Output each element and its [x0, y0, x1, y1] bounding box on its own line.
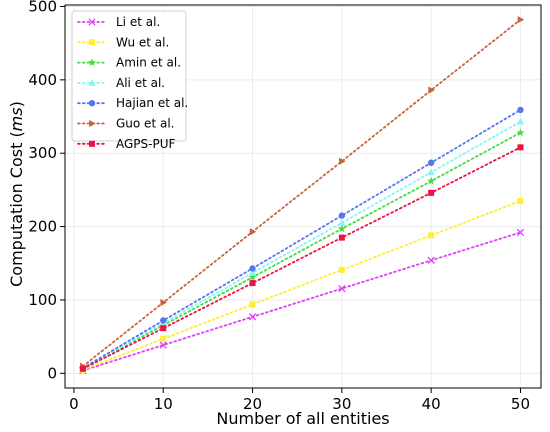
data-point	[249, 301, 256, 308]
y-tick-label: 200	[28, 218, 57, 236]
legend-entry-3: Ali et al.	[77, 76, 165, 90]
x-tick-label: 40	[422, 395, 441, 413]
data-point	[337, 224, 346, 233]
plot-frame	[64, 4, 542, 389]
legend-marker	[89, 39, 95, 46]
series-line	[81, 18, 522, 368]
series-0	[79, 228, 525, 375]
x-tick-label: 10	[154, 395, 173, 413]
y-axis-label-suffix: )	[7, 101, 26, 107]
legend-entry-0: Li et al.	[77, 15, 160, 29]
y-tick-label: 400	[28, 71, 57, 89]
x-tick-label: 50	[511, 395, 530, 413]
y-tick-label: 100	[28, 291, 57, 309]
legend-marker	[88, 79, 96, 86]
series-3	[79, 117, 525, 372]
legend-entry-4: Hajian et al.	[77, 96, 188, 110]
data-point	[427, 159, 435, 166]
series-line	[81, 231, 522, 372]
data-point	[249, 228, 257, 236]
data-point	[160, 325, 167, 332]
legend-marker	[88, 18, 96, 26]
series-6	[79, 144, 524, 372]
y-tick-label: 0	[47, 364, 57, 382]
data-point	[517, 197, 524, 204]
legend-label: Ali et al.	[116, 76, 165, 90]
y-axis-label-unit: ms	[7, 107, 26, 131]
data-point	[248, 273, 257, 281]
series-2	[78, 128, 525, 372]
x-axis-label: Number of all entities	[216, 409, 389, 428]
legend-marker	[89, 119, 96, 128]
data-point	[338, 284, 346, 293]
data-point	[428, 189, 435, 196]
legend-entry-5: Guo et al.	[77, 117, 174, 131]
data-point	[339, 157, 346, 165]
legend-label: Wu et al.	[116, 35, 169, 49]
data-point	[338, 266, 345, 273]
legend-entry-6: AGPS-PUF	[77, 137, 176, 151]
data-point	[427, 168, 435, 176]
x-tick-label: 20	[243, 395, 262, 413]
data-point	[79, 365, 86, 372]
data-point	[427, 256, 435, 264]
data-point	[428, 232, 435, 239]
legend-label: Guo et al.	[116, 117, 174, 131]
data-point	[160, 335, 167, 342]
legend-box	[71, 10, 187, 142]
data-point	[517, 144, 524, 151]
data-point	[249, 265, 256, 272]
data-point	[516, 128, 525, 137]
legend-entry-1: Wu et al.	[77, 35, 169, 49]
legend-label: AGPS-PUF	[116, 137, 176, 151]
legend-marker	[88, 100, 96, 107]
series-line	[81, 120, 522, 370]
data-point	[516, 228, 525, 237]
series-line	[81, 131, 522, 370]
x-tick-label: 0	[69, 395, 79, 413]
data-point	[338, 212, 346, 219]
data-point	[427, 176, 436, 185]
data-point	[248, 269, 257, 276]
data-point	[160, 317, 167, 324]
data-point	[159, 341, 167, 349]
data-point	[160, 298, 168, 307]
y-axis-label-prefix: Computation Cost (	[7, 131, 26, 287]
series-line	[81, 200, 522, 371]
legend-label: Amin et al.	[116, 56, 181, 70]
data-point	[338, 234, 345, 241]
data-point	[249, 280, 256, 287]
data-point	[428, 86, 435, 94]
y-tick-label: 500	[28, 0, 57, 15]
series-line	[81, 109, 522, 369]
x-tick-label: 30	[332, 395, 351, 413]
legend-label: Hajian et al.	[116, 96, 188, 110]
y-tick-label: 300	[28, 144, 57, 162]
data-point	[517, 16, 525, 24]
legend-marker	[88, 58, 96, 66]
data-point	[248, 313, 257, 321]
legend-marker	[89, 140, 95, 147]
data-point	[338, 219, 346, 226]
series-line	[81, 146, 522, 370]
data-point	[516, 117, 525, 125]
data-point	[517, 106, 524, 114]
legend-entry-2: Amin et al.	[77, 56, 181, 70]
series-1	[79, 197, 524, 373]
y-axis-label: Computation Cost (ms)	[7, 101, 26, 287]
series-layer	[78, 16, 525, 375]
legend: Li et al. Wu et al. Amin et al. Ali et al. H…	[71, 10, 188, 151]
legend-label: Li et al.	[116, 15, 160, 29]
